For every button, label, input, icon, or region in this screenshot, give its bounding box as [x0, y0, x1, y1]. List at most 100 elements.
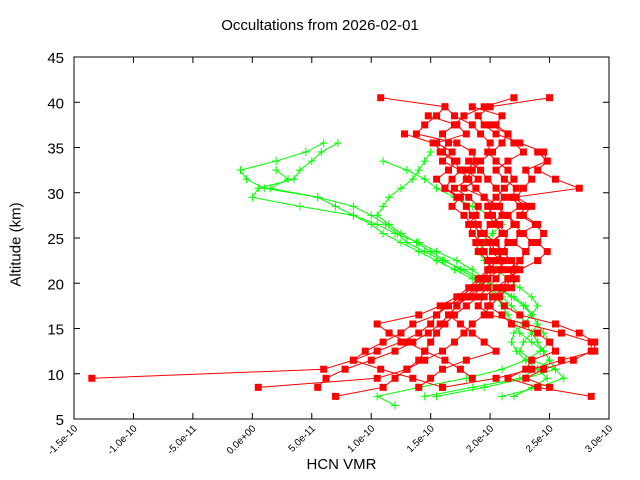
red-profile-10: [314, 157, 520, 391]
square-marker: [480, 293, 488, 301]
square-marker: [492, 374, 500, 382]
plus-marker: [391, 401, 399, 410]
square-marker: [575, 329, 583, 337]
square-marker: [445, 139, 452, 147]
square-marker: [373, 374, 381, 382]
plus-marker: [301, 148, 310, 157]
plus-marker: [385, 193, 394, 202]
square-marker: [468, 284, 476, 292]
plus-marker: [295, 202, 304, 211]
square-marker: [484, 275, 492, 283]
square-marker: [341, 365, 349, 373]
plus-marker: [402, 238, 411, 247]
square-marker: [474, 112, 482, 120]
plus-marker: [545, 356, 554, 365]
square-marker: [421, 347, 429, 355]
square-marker: [320, 365, 328, 373]
square-marker: [453, 293, 461, 301]
plus-marker: [559, 374, 568, 383]
profile-line: [376, 151, 557, 397]
square-marker: [500, 175, 508, 183]
x-tick-label: -1.0e-10: [105, 423, 139, 457]
x-tick-label: 1.0e-10: [346, 423, 378, 455]
data-series-group: [88, 94, 599, 410]
square-marker: [492, 239, 500, 247]
plus-marker: [379, 157, 388, 166]
plus-marker: [452, 256, 461, 265]
plus-marker: [527, 292, 536, 301]
square-marker: [460, 329, 468, 337]
square-marker: [415, 311, 423, 319]
square-marker: [477, 130, 485, 138]
square-marker: [403, 338, 411, 346]
square-marker: [519, 184, 527, 192]
square-marker: [468, 103, 476, 111]
square-marker: [439, 383, 447, 391]
square-marker: [456, 293, 464, 301]
plus-marker: [551, 365, 560, 374]
square-marker: [445, 302, 452, 310]
profile-line: [91, 97, 506, 379]
square-marker: [534, 148, 542, 156]
square-marker: [522, 374, 530, 382]
square-marker: [534, 166, 542, 174]
square-marker: [522, 320, 530, 328]
square-marker: [441, 356, 449, 364]
square-marker: [484, 148, 492, 156]
square-marker: [486, 311, 494, 319]
y-tick-label: 40: [47, 95, 64, 112]
square-marker: [498, 112, 506, 120]
square-marker: [498, 248, 506, 256]
square-marker: [361, 347, 369, 355]
square-marker: [445, 166, 452, 174]
profile-line: [251, 142, 551, 406]
plus-marker: [333, 138, 342, 147]
square-marker: [439, 365, 447, 373]
square-marker: [522, 202, 530, 210]
square-marker: [468, 374, 476, 382]
square-marker: [472, 184, 480, 192]
plus-marker: [515, 347, 524, 356]
plus-marker: [519, 338, 528, 347]
square-marker: [486, 239, 494, 247]
plus-marker: [533, 301, 542, 310]
square-marker: [468, 329, 476, 337]
square-marker: [474, 202, 482, 210]
square-marker: [412, 130, 420, 138]
square-marker: [587, 347, 595, 355]
plus-marker: [507, 338, 516, 347]
plus-marker: [438, 256, 447, 265]
square-marker: [429, 139, 437, 147]
square-marker: [453, 157, 461, 165]
plus-marker: [420, 392, 429, 401]
square-marker: [504, 130, 512, 138]
red-profile-6: [373, 112, 494, 382]
y-tick-label: 10: [47, 367, 64, 384]
square-marker: [492, 275, 500, 283]
plus-marker: [420, 247, 429, 256]
square-marker: [508, 320, 516, 328]
square-marker: [472, 157, 480, 165]
square-marker: [397, 329, 405, 337]
square-marker: [512, 184, 520, 192]
square-marker: [462, 175, 470, 183]
square-marker: [492, 293, 500, 301]
square-marker: [465, 293, 473, 301]
square-marker: [516, 257, 524, 265]
square-marker: [480, 275, 488, 283]
square-marker: [436, 302, 444, 310]
square-marker: [522, 365, 530, 373]
red-profile-9: [439, 148, 599, 391]
y-axis: 5 10 15 20 25 30 35 40 45: [47, 50, 609, 429]
square-marker: [424, 112, 432, 120]
square-marker: [492, 193, 500, 201]
plus-marker: [509, 329, 518, 338]
square-marker: [88, 374, 96, 382]
square-marker: [450, 112, 458, 120]
square-marker: [557, 356, 565, 364]
square-marker: [498, 211, 506, 219]
square-marker: [427, 320, 435, 328]
square-marker: [472, 211, 480, 219]
square-marker: [508, 284, 516, 292]
